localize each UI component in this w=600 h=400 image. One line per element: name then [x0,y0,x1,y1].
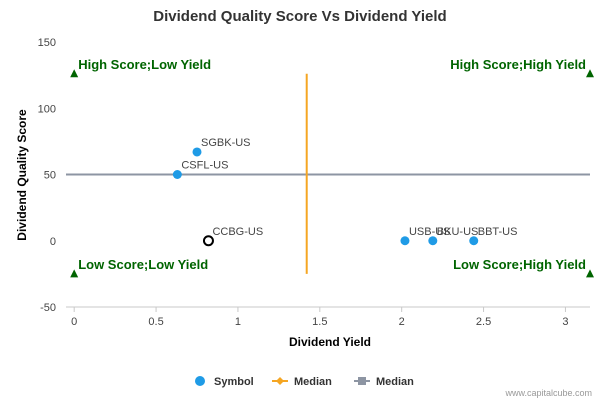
data-point-label: CCBG-US [212,226,263,238]
quadrant-label: Low Score;Low Yield [78,257,208,272]
quadrant-marker [70,69,79,78]
y-tick-label: 150 [38,37,56,49]
data-point [172,170,182,179]
quadrant-marker [70,269,79,278]
data-point [469,236,479,246]
legend-square-icon [358,377,366,385]
credit-text: www.capitalcube.com [504,388,592,398]
data-point [192,147,202,157]
x-tick-label: 0.5 [148,316,163,328]
x-axis-title: Dividend Yield [289,335,371,349]
x-tick-label: 0 [71,316,77,328]
quadrant-marker [586,69,594,78]
legend-diamond-icon [276,377,284,385]
legend: Symbol Median Median [195,376,414,388]
legend-symbol-icon [195,376,205,386]
quadrant-label: Low Score;High Yield [453,257,586,272]
y-tick-label: 0 [50,236,56,248]
quadrant-label: High Score;Low Yield [78,57,211,72]
plot-area: 0 0.5 1 1.5 2 2.5 3 -50 0 50 100 150 High Score;Low … [38,37,594,328]
chart-title: Dividend Quality Score Vs Dividend Yield [153,8,446,25]
data-point-label: SGBK-US [201,137,251,149]
y-tick-label: -50 [40,302,56,314]
data-point-label: BKU-US [437,226,479,238]
legend-label: Median [294,376,332,388]
x-tick-label: 2.5 [476,316,491,328]
data-point-label: BBT-US [478,226,518,238]
quadrant-marker [586,269,594,278]
x-tick-label: 1.5 [312,316,327,328]
y-tick-label: 50 [44,170,56,182]
y-axis-title: Dividend Quality Score [15,109,29,241]
data-point-label: USB-US [409,226,451,238]
data-point-label: CSFL-US [181,160,228,172]
y-tick-label: 100 [38,103,56,115]
x-tick-label: 2 [399,316,405,328]
x-tick-label: 3 [562,316,568,328]
legend-label: Symbol [214,376,254,388]
x-tick-label: 1 [235,316,241,328]
legend-label: Median [376,376,414,388]
data-point [428,236,438,246]
data-point-highlighted [202,235,214,247]
data-point [400,236,410,246]
quadrant-label: High Score;High Yield [450,57,586,72]
